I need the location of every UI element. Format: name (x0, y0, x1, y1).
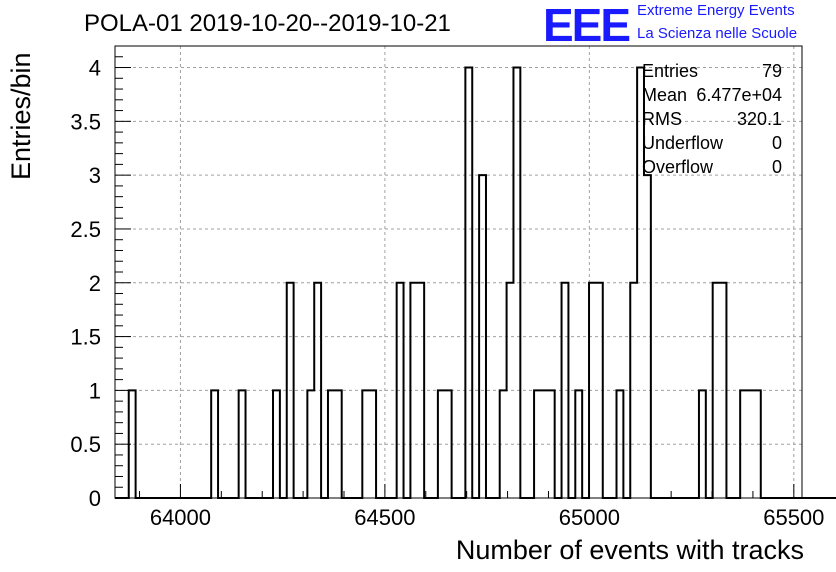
stat-label: Overflow (642, 157, 714, 177)
stat-value: 0 (771, 133, 782, 153)
stat-label: Entries (642, 61, 699, 81)
x-tick-label: 65000 (559, 505, 620, 530)
y-tick-label: 3 (89, 163, 101, 188)
x-tick-label: 65500 (763, 505, 824, 530)
axis-layer: 64000 64500 65000 65500 0 0.5 1 1.5 2 2.5 3 3.5 4 (70, 45, 824, 530)
y-tick-label: 0 (89, 486, 101, 511)
logo-line-1: Extreme Energy Events (637, 2, 795, 19)
y-tick-label: 2.5 (70, 217, 101, 242)
y-tick-label: 1.5 (70, 325, 101, 350)
stat-overflow: Overflow 0 (642, 156, 782, 180)
stat-entries: Entries 79 (642, 60, 782, 84)
y-axis-label: Entries/bin (6, 52, 36, 180)
chart-title: POLA-01 2019-10-20--2019-10-21 (84, 10, 451, 37)
stats-box: Entries 79 Mean 6.477e+04 RMS 320.1 Unde… (642, 60, 782, 180)
y-tick-label: 2 (89, 271, 101, 296)
stat-underflow: Underflow 0 (642, 132, 782, 156)
y-tick-label: 4 (89, 56, 101, 81)
logo-line-2: La Scienza nelle Scuole (637, 25, 798, 42)
stat-value: 320.1 (736, 109, 782, 129)
stat-label: Mean (642, 85, 688, 105)
x-axis-label: Number of events with tracks (455, 535, 804, 565)
eee-logo-mark: EEE (543, 0, 631, 51)
x-tick-label: 64000 (150, 505, 211, 530)
stat-label: Underflow (642, 133, 724, 153)
grid-layer (115, 46, 802, 498)
y-tick-label: 1 (89, 378, 101, 403)
x-tick-label: 64500 (354, 505, 415, 530)
y-tick-label: 3.5 (70, 109, 101, 134)
stat-mean: Mean 6.477e+04 (642, 84, 782, 108)
stat-label: RMS (642, 109, 682, 129)
y-tick-label: 0.5 (70, 432, 101, 457)
stat-value: 79 (761, 61, 782, 81)
stat-value: 0 (771, 157, 782, 177)
stat-rms: RMS 320.1 (642, 108, 782, 132)
stat-value: 6.477e+04 (696, 85, 782, 105)
